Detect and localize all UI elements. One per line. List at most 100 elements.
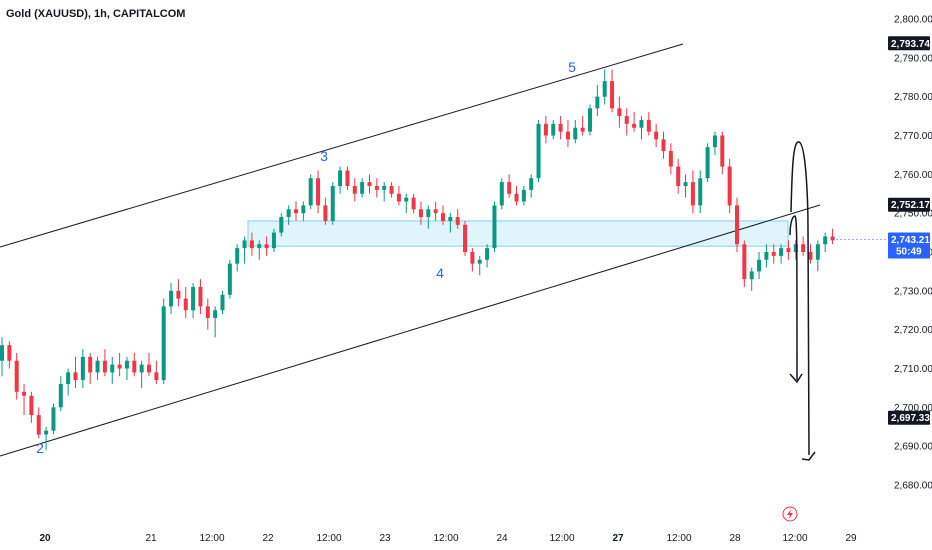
candle-body — [374, 185, 379, 190]
x-tick-label: 23 — [379, 533, 391, 544]
candle-body — [558, 123, 563, 132]
candle-body — [610, 81, 615, 109]
candle-body — [124, 360, 129, 369]
candle-body — [668, 151, 673, 167]
candle-body — [529, 178, 534, 190]
candle-body — [249, 240, 254, 249]
candle-body — [514, 193, 519, 202]
candle-body — [213, 310, 218, 319]
x-tick-label: 20 — [39, 533, 51, 544]
candle-body — [7, 345, 12, 361]
candle-body — [624, 116, 629, 124]
y-tick-label: 2,720.00 — [894, 325, 932, 336]
candle-body — [352, 185, 357, 194]
candle-body — [308, 178, 313, 206]
candle-body — [565, 131, 570, 140]
candle-body — [330, 185, 335, 221]
candle-body — [191, 286, 196, 311]
candle-body — [735, 205, 739, 245]
candle-body — [139, 364, 144, 373]
candle-body — [771, 252, 776, 256]
candle-body — [617, 108, 622, 117]
candle-body — [227, 263, 232, 295]
y-tick-label: 2,700.00 — [894, 403, 932, 414]
candle-body — [727, 166, 732, 206]
wave-label-5: 5 — [568, 59, 576, 75]
x-tick-label: 28 — [729, 533, 741, 544]
y-tick-label: 2,770.00 — [894, 131, 932, 142]
candle-body — [161, 306, 166, 381]
candle-body — [705, 147, 710, 179]
candle-body — [646, 119, 651, 132]
x-tick-label: 12:00 — [549, 533, 574, 544]
candle-body — [80, 356, 85, 381]
x-tick-label: 12:00 — [433, 533, 458, 544]
candle-body — [316, 178, 321, 206]
candle-body — [712, 135, 717, 148]
candle-body — [690, 182, 695, 206]
candle-body — [36, 415, 41, 435]
candle-body — [815, 244, 820, 260]
price-tag — [888, 232, 930, 259]
candle-body — [830, 236, 835, 241]
candle-body — [360, 182, 365, 194]
candle-body — [22, 391, 27, 396]
price-tag — [888, 410, 930, 425]
candle-body — [220, 294, 225, 311]
candle-body — [286, 209, 291, 218]
candle-body — [543, 123, 548, 136]
candle-body — [448, 217, 453, 221]
candle-body — [0, 345, 4, 361]
candle-body — [757, 259, 762, 272]
candle-body — [720, 135, 725, 167]
y-tick-label: 2,780.00 — [894, 92, 932, 103]
candle-body — [823, 236, 828, 245]
candle-body — [676, 166, 681, 186]
projection-arrow-short — [789, 215, 798, 381]
candle-body — [654, 131, 659, 140]
candle-body — [411, 197, 416, 210]
candle-body — [580, 127, 585, 132]
candle-body — [463, 224, 468, 252]
candle-body — [485, 248, 490, 260]
candle-body — [551, 123, 556, 136]
candle-body — [639, 119, 644, 128]
x-tick-label: 12:00 — [199, 533, 224, 544]
candle-body — [683, 182, 688, 186]
price-tag-label: 2,697.33 — [891, 413, 930, 424]
x-tick-label: 12:00 — [316, 533, 341, 544]
candle-body — [404, 197, 409, 202]
candle-body — [632, 123, 637, 128]
candle-body — [176, 290, 181, 299]
candle-body — [323, 205, 328, 221]
candle-body — [66, 372, 71, 385]
price-tag — [888, 36, 930, 51]
projection-arrow-long — [790, 141, 810, 456]
arrowhead-short — [789, 373, 803, 384]
candle-body — [132, 360, 137, 373]
candle-body — [367, 182, 372, 186]
candle-body — [102, 360, 107, 373]
candle-body — [110, 364, 115, 373]
candle-body — [279, 217, 284, 233]
candle-body — [345, 170, 350, 186]
x-tick-label: 29 — [845, 533, 857, 544]
arrowhead-long — [801, 451, 816, 461]
x-tick-label: 22 — [262, 533, 274, 544]
candle-body — [426, 209, 431, 218]
lightning-glyph — [787, 509, 793, 519]
x-tick-label: 12:00 — [666, 533, 691, 544]
candle-body — [595, 96, 600, 109]
wave-label-3: 3 — [320, 148, 328, 164]
candle-body — [389, 185, 394, 194]
y-tick-label: 2,690.00 — [894, 442, 932, 453]
x-tick-label: 12:00 — [782, 533, 807, 544]
candle-body — [742, 244, 747, 280]
candle-body — [808, 252, 813, 260]
candle-body — [271, 232, 276, 249]
wave-label-2: 2 — [36, 440, 44, 456]
candle-body — [338, 170, 343, 186]
candle-body — [301, 205, 306, 214]
